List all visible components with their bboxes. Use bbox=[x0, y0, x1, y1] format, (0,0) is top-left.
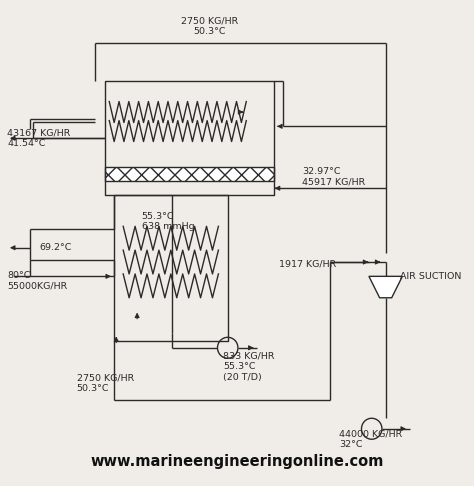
Text: 80°C
55000KG/HR: 80°C 55000KG/HR bbox=[7, 271, 67, 291]
Text: 44000 KG/HR
32°C: 44000 KG/HR 32°C bbox=[339, 430, 402, 449]
Text: 55.3°C
638 mmHg: 55.3°C 638 mmHg bbox=[142, 212, 194, 231]
Bar bbox=[105, 167, 274, 181]
Text: AIR SUCTION: AIR SUCTION bbox=[400, 272, 461, 281]
Text: www.marineengineeringonline.com: www.marineengineeringonline.com bbox=[91, 454, 383, 469]
Polygon shape bbox=[369, 277, 402, 298]
Text: 1917 KG/HR: 1917 KG/HR bbox=[279, 260, 336, 269]
Text: 2750 KG/HR
50.3°C: 2750 KG/HR 50.3°C bbox=[77, 374, 134, 393]
Text: 32.97°C
45917 KG/HR: 32.97°C 45917 KG/HR bbox=[302, 167, 365, 186]
Text: 833 KG/HR
55.3°C
(20 T/D): 833 KG/HR 55.3°C (20 T/D) bbox=[223, 352, 274, 382]
Text: 69.2°C: 69.2°C bbox=[39, 243, 72, 252]
Text: 2750 KG/HR
50.3°C: 2750 KG/HR 50.3°C bbox=[181, 17, 238, 36]
Text: 43167 KG/HR
41.54°C: 43167 KG/HR 41.54°C bbox=[7, 128, 71, 148]
